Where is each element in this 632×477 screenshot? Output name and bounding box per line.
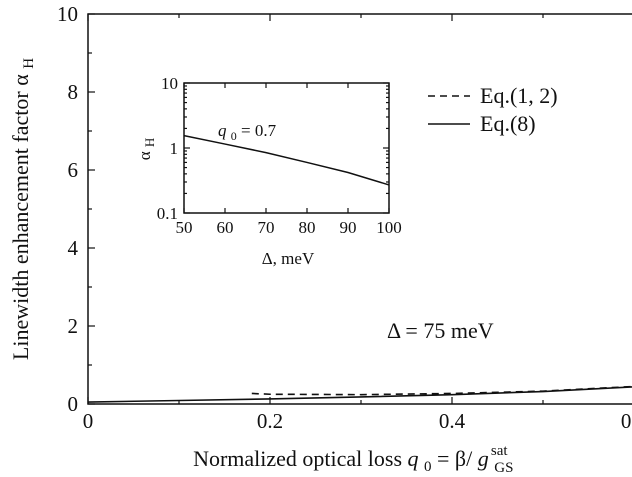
main-y-tick-label: 8	[68, 80, 79, 104]
main-y-tick-label: 0	[68, 392, 79, 416]
inset-annotation-value: = 0.7	[241, 121, 277, 140]
main-x-axis-g-superscript: sat	[491, 443, 508, 459]
main-y-tick-label: 10	[57, 2, 78, 26]
main-y-axis-title: Linewidth enhancement factor α H	[8, 58, 37, 360]
inset-annotation-q-subscript: 0	[231, 129, 237, 143]
inset-y-tick-label: 10	[161, 74, 178, 93]
inset-y-tick-label: 0.1	[157, 204, 178, 223]
main-x-tick-label: 0.6	[621, 409, 632, 433]
inset-x-tick-label: 90	[340, 218, 357, 237]
main-x-ticks: 00.20.40.60.81.0	[83, 14, 632, 433]
inset-series	[183, 134, 390, 186]
inset-x-tick-label: 70	[258, 218, 275, 237]
main-x-axis-equals: = β/	[437, 446, 473, 471]
legend: Eq.(1, 2) Eq.(8)	[428, 83, 558, 136]
main-x-axis-g-symbol: g	[478, 446, 489, 471]
inset-x-axis-title: Δ, meV	[262, 249, 315, 268]
inset-annotation-q: q	[218, 121, 227, 140]
inset-x-tick-label: 60	[217, 218, 234, 237]
main-x-axis-title: Normalized optical loss q 0 = β/ g GS sa…	[193, 443, 519, 477]
legend-label-eq12: Eq.(1, 2)	[480, 83, 558, 108]
main-y-tick-label: 2	[68, 314, 79, 338]
inset-y-ticks: 0.1 1 10	[157, 74, 389, 223]
main-y-tick-label: 6	[68, 158, 79, 182]
main-x-tick-label: 0.4	[439, 409, 466, 433]
legend-label-eq8: Eq.(8)	[480, 111, 536, 136]
inset-plot-area	[183, 82, 390, 214]
main-x-axis-q-symbol: q	[408, 446, 419, 471]
inset-y-axis-title-subscript: H	[142, 138, 157, 147]
main-series	[87, 385, 632, 403]
inset-x-tick-label: 80	[299, 218, 316, 237]
main-x-axis-title-text: Normalized optical loss	[193, 446, 402, 471]
inset-x-ticks: 50 60 70 80 90 100	[176, 83, 402, 237]
inset-y-axis-title: α H	[135, 138, 157, 161]
inset-series-line	[183, 134, 390, 186]
inset-y-axis-title-text: α	[135, 151, 154, 160]
series-line-eq8	[87, 386, 632, 403]
inset-x-tick-label: 100	[376, 218, 402, 237]
main-x-tick-label: 0.2	[257, 409, 283, 433]
inset-annotation: q 0 = 0.7	[218, 121, 277, 144]
inset-plot: 50 60 70 80 90 100 0.1 1 10 Δ, meV α H q 0 = 0.…	[135, 74, 402, 268]
inset-y-tick-label: 1	[170, 139, 179, 158]
main-y-axis-title-text: Linewidth enhancement factor α	[8, 74, 33, 360]
main-y-tick-label: 4	[68, 236, 79, 260]
main-x-tick-label: 0	[83, 409, 94, 433]
main-x-axis-q-subscript: 0	[424, 459, 432, 475]
main-y-ticks: 0 2 4 6 8 10	[57, 2, 95, 416]
main-x-axis-g-subscript: GS	[494, 460, 513, 476]
main-annotation: Δ = 75 meV	[387, 318, 494, 343]
inset-x-tick-label: 50	[176, 218, 193, 237]
main-y-axis-title-subscript: H	[21, 58, 37, 69]
